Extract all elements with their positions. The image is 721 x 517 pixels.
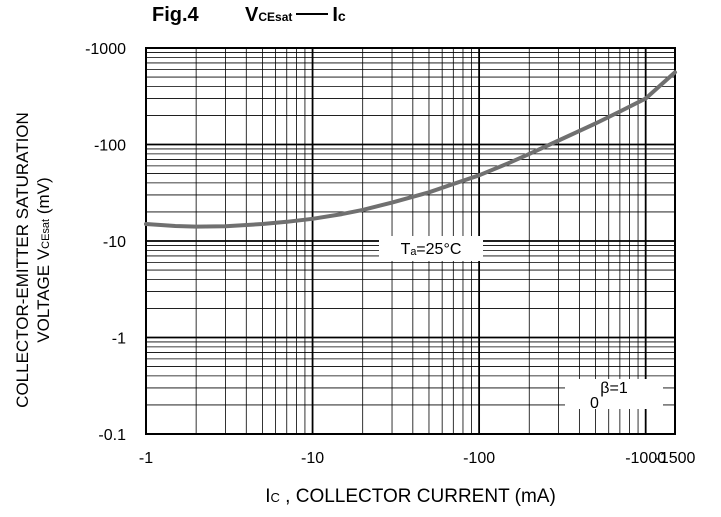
- vcesat-curve: [144, 70, 677, 229]
- x-tick-label: -10: [301, 450, 324, 467]
- title-ic-sub: c: [337, 8, 346, 24]
- x-tick-label: -1: [139, 450, 153, 467]
- beta-annotation: β=1: [600, 380, 628, 397]
- y-tick-label: -10: [103, 234, 126, 251]
- figure-number: Fig.4: [152, 4, 199, 26]
- plot-frame: [145, 47, 676, 435]
- y-tick-label: -1000: [85, 41, 126, 58]
- x-tick-label: -100: [463, 450, 495, 467]
- y-axis-label: COLLECTOR-EMITTER SATURATION VOLTAGE VCE…: [12, 60, 57, 460]
- title-ic-main: I: [332, 4, 338, 26]
- chart-frame: [145, 47, 676, 435]
- temperature-annotation-bg: [379, 236, 483, 261]
- chart-tick-labels: -1 -10 -100 -1000-1500-1000-100-10-1-0.1: [85, 41, 695, 467]
- beta-annotation-subscript: 0: [590, 395, 599, 412]
- beta-annotation-bg: [565, 379, 663, 409]
- y-axis-label-line2: VOLTAGE VCEsat (mV): [34, 177, 53, 343]
- chart-annotations: Tₐ=25°C β=10: [379, 236, 663, 412]
- y-axis-label-line1: COLLECTOR-EMITTER SATURATION: [13, 112, 32, 408]
- chart-line-layer: [144, 70, 677, 229]
- title-vcesat-main: V: [245, 4, 259, 26]
- y-tick-label: -100: [94, 138, 126, 155]
- y-tick-label: -1: [112, 331, 126, 348]
- x-tick-label: -1500: [655, 450, 696, 467]
- temperature-annotation: Tₐ=25°C: [401, 241, 462, 258]
- title-vcesat-sub: CEsat: [258, 10, 293, 24]
- x-axis-label: IC , COLLECTOR CURRENT (mA): [265, 486, 556, 507]
- x-tick-label: -1000: [625, 450, 666, 467]
- title-dash: [296, 13, 329, 15]
- y-tick-label: -0.1: [98, 427, 126, 444]
